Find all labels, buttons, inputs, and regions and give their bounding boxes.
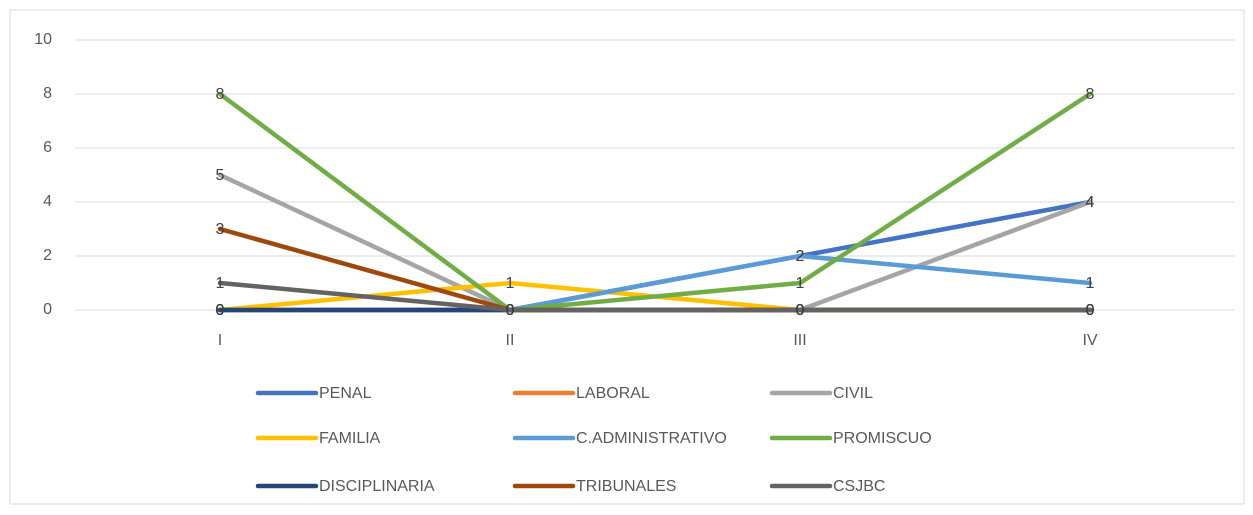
series-line (217, 91, 1093, 313)
data-label: 0 (506, 302, 515, 319)
data-label: 0 (1086, 302, 1095, 319)
data-label: 0 (796, 302, 805, 319)
data-label: 1 (216, 275, 225, 292)
y-tick-label: 2 (43, 247, 52, 264)
y-tick-label: 8 (43, 85, 52, 102)
x-tick-label: IV (1082, 332, 1097, 349)
data-label: 8 (216, 86, 225, 103)
x-tick-label: II (506, 332, 515, 349)
data-label: 0 (1086, 302, 1095, 319)
legend-label: CIVIL (833, 385, 873, 402)
data-label: 0 (506, 302, 515, 319)
data-label: 2 (796, 248, 805, 265)
data-label: 5 (216, 167, 225, 184)
legend-label: DISCIPLINARIA (319, 478, 435, 495)
data-label: 0 (796, 302, 805, 319)
data-label: 0 (216, 302, 225, 319)
y-tick-label: 10 (34, 31, 52, 48)
data-label: 0 (216, 302, 225, 319)
data-label: 0 (506, 302, 515, 319)
legend-label: TRIBUNALES (576, 478, 676, 495)
data-label: 0 (1086, 302, 1095, 319)
x-tick-label: I (218, 332, 222, 349)
legend-label: CSJBC (833, 478, 885, 495)
data-label: 1 (506, 275, 515, 292)
data-label: 0 (1086, 302, 1095, 319)
data-label: 0 (506, 302, 515, 319)
data-label: 0 (506, 302, 515, 319)
data-label: 0 (1086, 302, 1095, 319)
data-label: 4 (1086, 194, 1095, 211)
data-label: 0 (796, 302, 805, 319)
data-label: 0 (796, 302, 805, 319)
data-label: 4 (1086, 194, 1095, 211)
data-label: 2 (796, 248, 805, 265)
y-tick-label: 4 (43, 193, 52, 210)
chart-frame (9, 9, 1245, 505)
legend-label: LABORAL (576, 385, 650, 402)
y-tick-label: 6 (43, 139, 52, 156)
series-line (217, 280, 1093, 313)
data-label: 1 (1086, 275, 1095, 292)
x-tick-label: III (793, 332, 806, 349)
data-label: 0 (796, 302, 805, 319)
data-label: 0 (216, 302, 225, 319)
data-label: 0 (216, 302, 225, 319)
y-tick-label: 0 (43, 301, 52, 318)
legend-label: C.ADMINISTRATIVO (576, 430, 727, 447)
data-label: 0 (506, 302, 515, 319)
data-label: 0 (216, 302, 225, 319)
legend-label: FAMILIA (319, 430, 381, 447)
data-label: 0 (506, 302, 515, 319)
data-label: 0 (796, 302, 805, 319)
data-label: 3 (216, 221, 225, 238)
legend-label: PENAL (319, 385, 372, 402)
data-label: 0 (506, 302, 515, 319)
data-label: 8 (1086, 86, 1095, 103)
legend-label: PROMISCUO (833, 430, 932, 447)
data-label: 1 (796, 275, 805, 292)
